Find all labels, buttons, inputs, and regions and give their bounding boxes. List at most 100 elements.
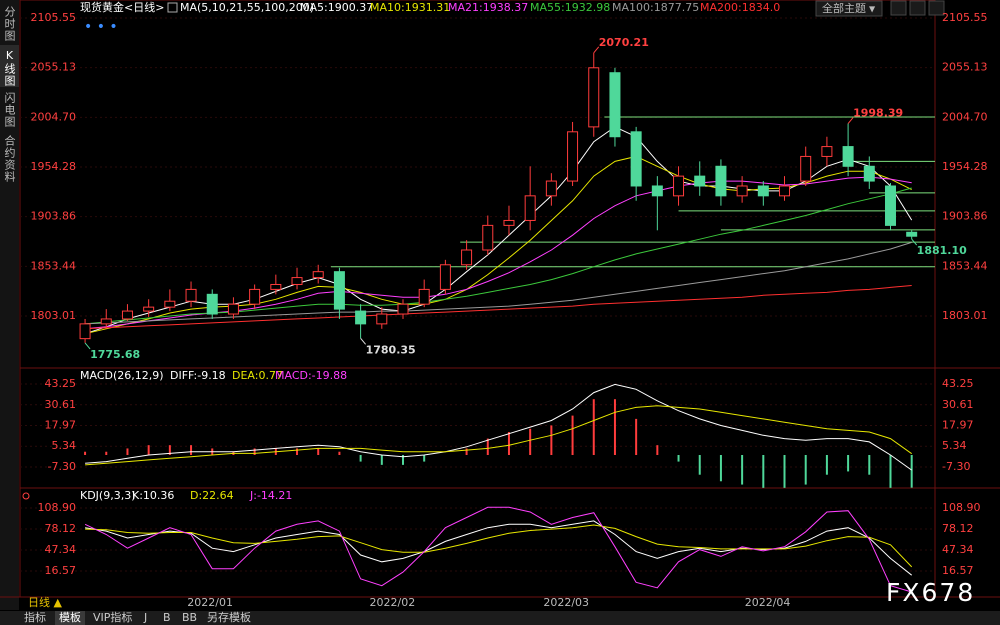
tab[interactable]: J (143, 611, 147, 624)
y-tick-label: 78.12 (942, 522, 974, 535)
annotation: 2070.21 (599, 36, 649, 49)
y-tick-label: 5.34 (942, 439, 967, 452)
candle-body (800, 155, 812, 182)
candle-body (291, 277, 303, 285)
candle-body (270, 283, 282, 290)
candle-body (673, 175, 685, 197)
y-tick-label: -7.30 (942, 460, 970, 473)
candle-body (609, 72, 621, 138)
y-tick-label: 30.61 (942, 398, 974, 411)
y-tick-label: 1803.01 (31, 309, 77, 322)
ma-icon (167, 2, 178, 13)
y-tick-label: 1853.44 (942, 259, 988, 272)
candle-body (312, 271, 324, 279)
series-line (84, 126, 913, 335)
sidebar-tabs: 分时图 K线图 闪电图 合约资料 (3, 6, 16, 183)
y-tick-label: 47.34 (942, 543, 974, 556)
theme-button-label[interactable]: 全部主题 (822, 1, 866, 15)
legend-entry: DIFF:-9.18 (170, 369, 226, 382)
candle-body (863, 165, 875, 182)
legend-entry: MACD:-19.88 (275, 369, 347, 382)
candle-body (651, 185, 663, 197)
x-tick-label: 2022/04 (745, 596, 791, 609)
tab-active (55, 611, 85, 625)
y-tick-label: 5.34 (52, 439, 77, 452)
candle-body (715, 165, 727, 197)
sidebar-active (0, 45, 19, 87)
sidebar-tab[interactable]: 合约资料 (3, 134, 16, 183)
legend-entry: DEA:0.77 (232, 369, 283, 382)
y-tick-label: 47.34 (45, 543, 77, 556)
window-button[interactable] (890, 0, 907, 16)
candle-body (503, 219, 515, 226)
candle-body (121, 310, 133, 320)
tab[interactable]: VIP指标 (93, 610, 132, 624)
y-tick-label: 30.61 (45, 398, 77, 411)
series-line (85, 241, 912, 325)
candle-body (545, 180, 557, 197)
candle-body (821, 146, 833, 157)
y-tick-label: 1903.86 (942, 210, 988, 223)
series-line (85, 383, 912, 471)
panel-icon (22, 492, 30, 500)
candle-body (439, 264, 451, 290)
candle-body (418, 288, 430, 305)
dropdown-arrow: ▼ (869, 5, 876, 14)
annotation: 1780.35 (366, 343, 416, 356)
candle-body (397, 303, 409, 315)
candle-body (249, 288, 261, 305)
tab[interactable]: 指标 (24, 610, 46, 624)
candle-body (333, 271, 345, 310)
tab[interactable]: 另存模板 (207, 610, 251, 624)
y-tick-label: 2105.55 (31, 11, 77, 24)
candle-body (461, 249, 473, 266)
legend-entry: MA55:1932.98 (530, 1, 610, 14)
sidebar-tab[interactable]: K线图 (3, 49, 16, 87)
theme-button[interactable] (815, 0, 883, 17)
tab[interactable]: 模板 (59, 610, 81, 624)
candle-body (567, 131, 579, 182)
sidebar-tab[interactable]: 闪电图 (3, 91, 16, 128)
candle-body (355, 310, 367, 325)
legend-entry: K:10.36 (132, 489, 174, 502)
candle-body (524, 195, 536, 221)
legend-entry: MA200:1834.0 (700, 1, 780, 14)
candle-body (757, 185, 769, 197)
panel-title: KDJ(9,3,3) (80, 489, 136, 502)
candle-body (482, 224, 494, 251)
panel-title: 现货黄金<日线> (80, 0, 164, 14)
series-line (84, 155, 912, 335)
legend-entry: MA5:1900.37 (300, 1, 373, 14)
sidebar-tab[interactable]: 分时图 (3, 6, 16, 42)
window-button[interactable] (928, 0, 945, 16)
y-tick-label: 1954.28 (31, 160, 77, 173)
period-selector[interactable]: 日线 ▲ (28, 595, 62, 609)
y-tick-label: 2004.70 (942, 110, 988, 123)
x-tick-label: 2022/01 (187, 596, 233, 609)
tab-bar (0, 611, 1000, 625)
panel-title: MACD(26,12,9) (80, 369, 164, 382)
tab[interactable]: BB (182, 611, 197, 624)
candle-body (588, 67, 600, 128)
legend-entry: MA21:1938.37 (448, 1, 528, 14)
y-tick-label: 43.25 (942, 377, 974, 390)
panel-subtitle: MA(5,10,21,55,100,200) (180, 1, 314, 14)
y-tick-label: 2105.55 (942, 11, 988, 24)
window-button[interactable] (909, 0, 926, 16)
y-tick-label: 108.90 (942, 501, 981, 514)
candle-body (185, 288, 197, 302)
candle-body (79, 323, 91, 340)
annotation-pointer (911, 238, 918, 246)
sidebar (0, 0, 19, 610)
annotation: 1881.10 (917, 244, 967, 257)
y-tick-label: 2004.70 (31, 110, 77, 123)
annotation: 1775.68 (90, 348, 140, 361)
candle-body (164, 300, 176, 308)
candle-body (694, 175, 706, 187)
series-line (85, 285, 912, 330)
tab[interactable]: B (163, 611, 171, 624)
annotation-pointer (360, 337, 366, 345)
y-tick-label: 1853.44 (31, 259, 77, 272)
y-tick-label: 16.57 (942, 564, 974, 577)
